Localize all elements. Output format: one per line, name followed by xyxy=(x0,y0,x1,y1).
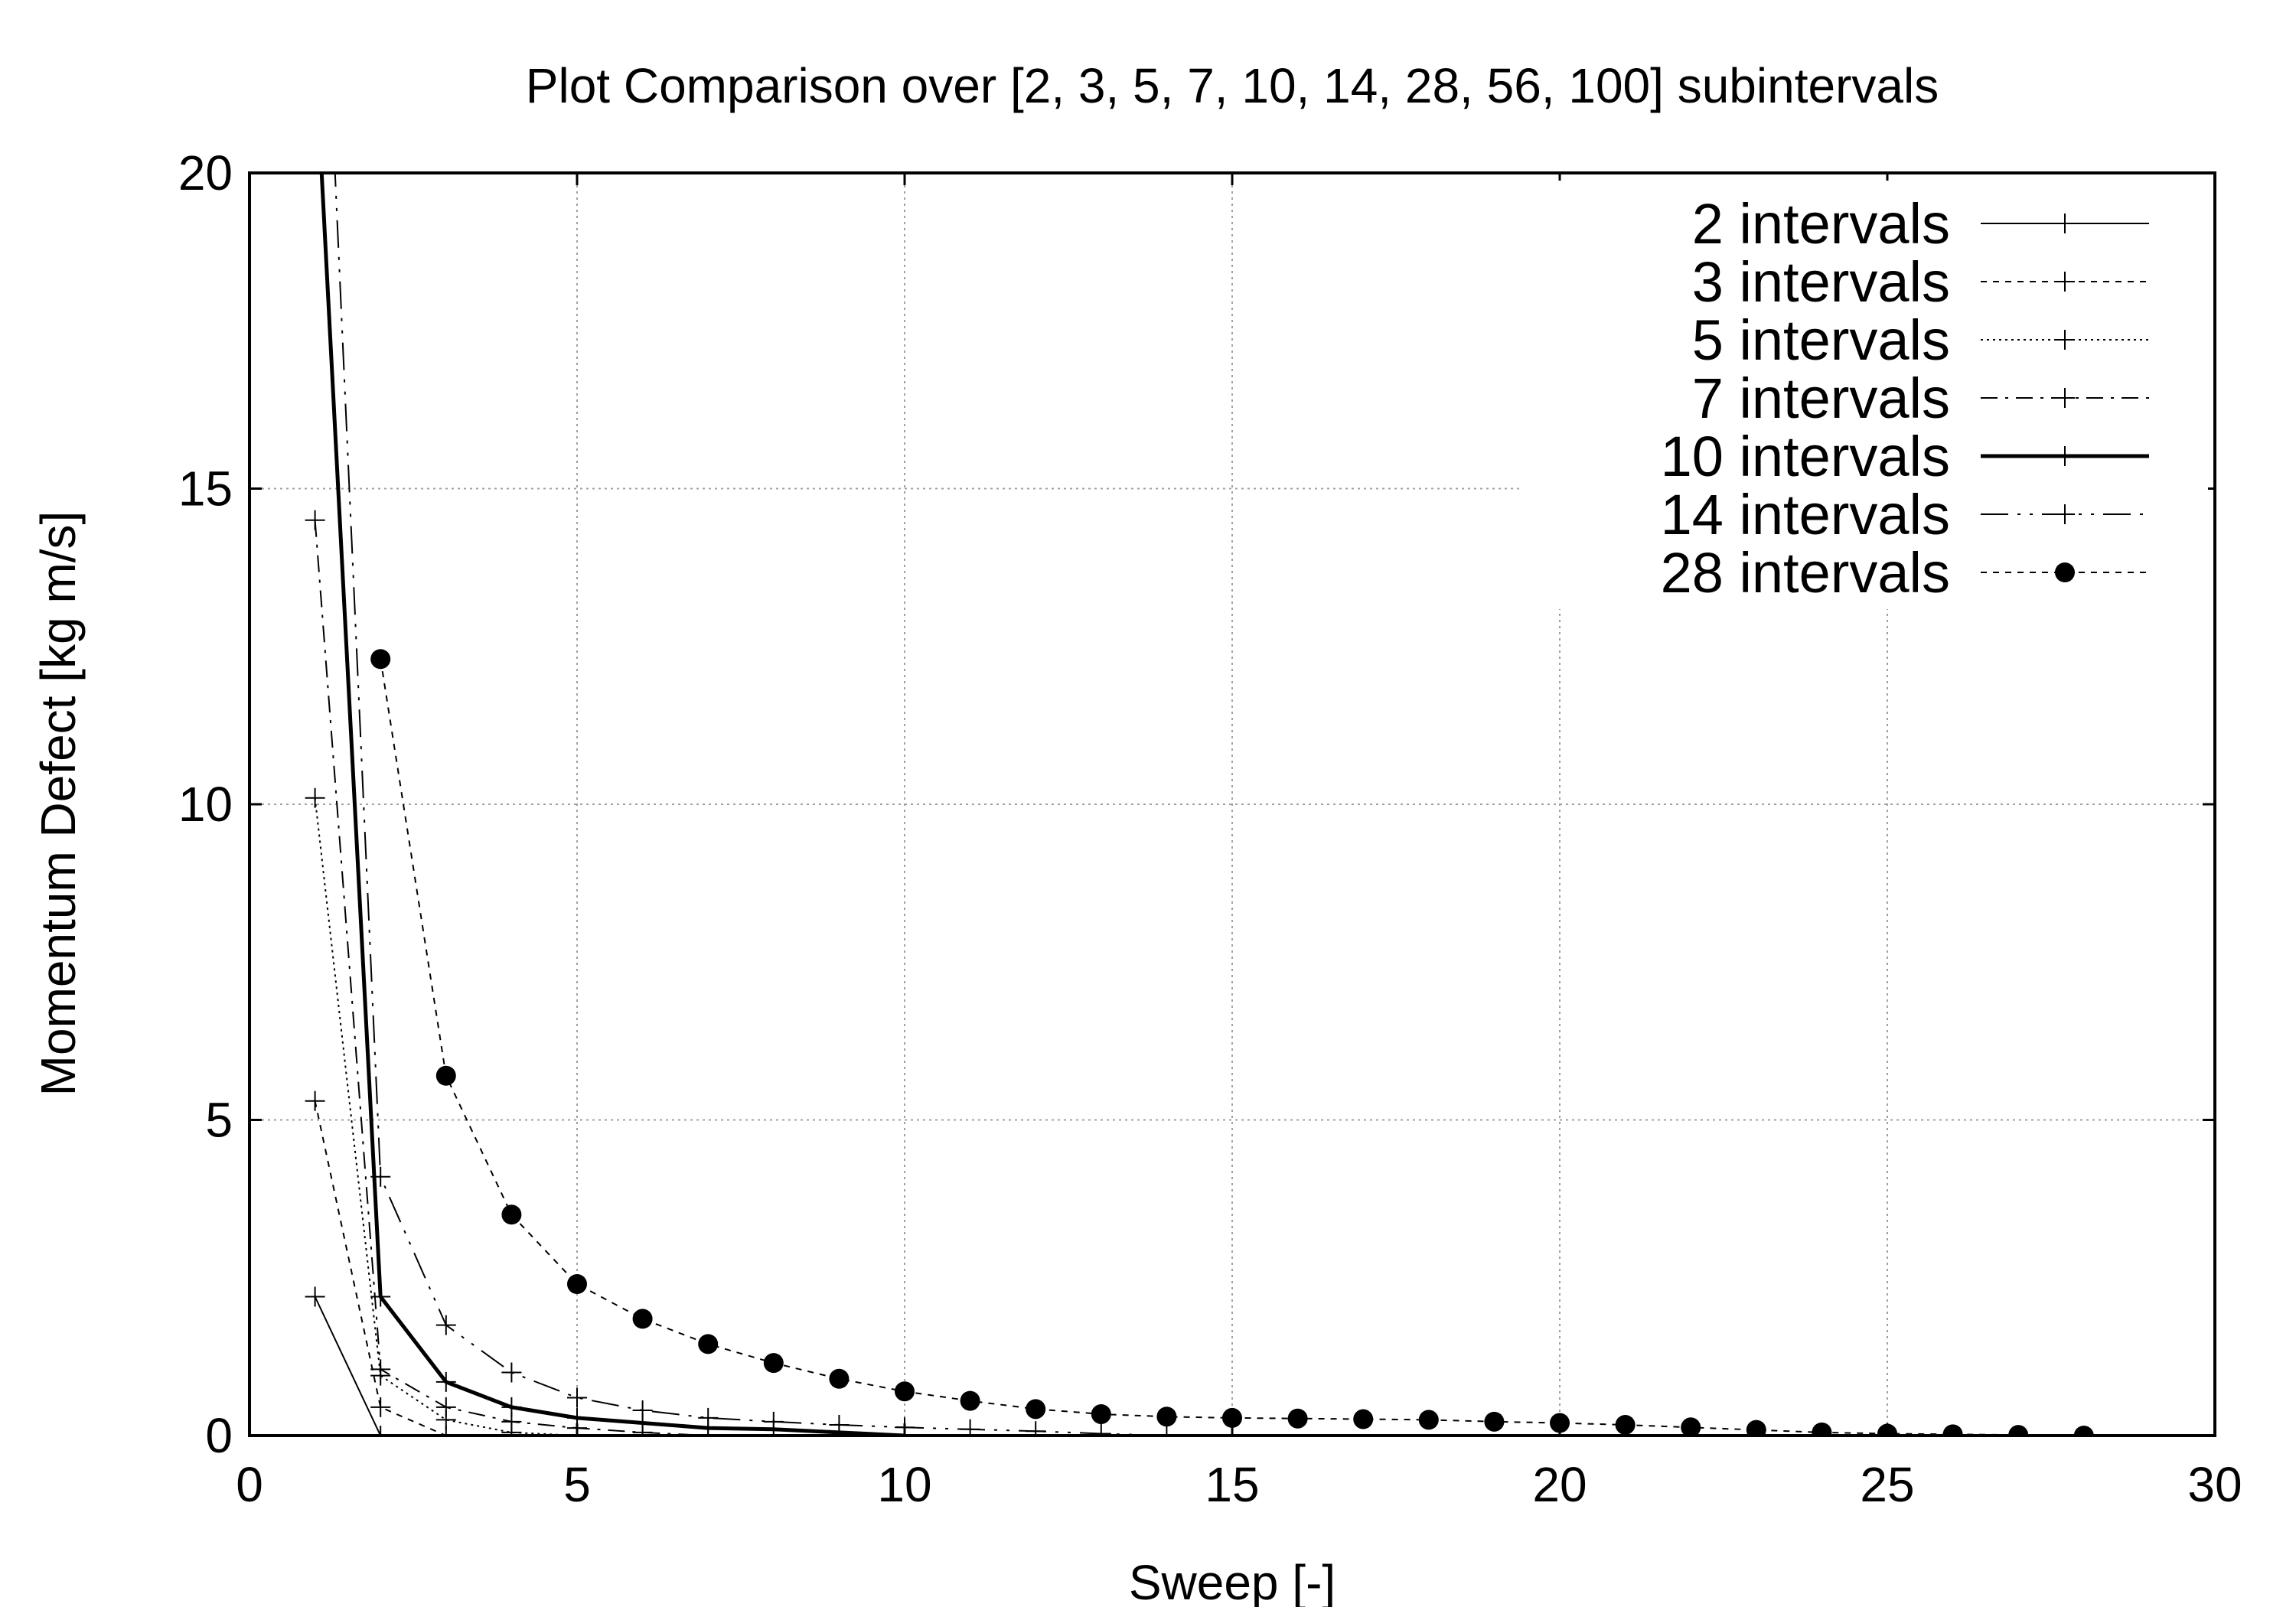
legend-label: 2 intervals xyxy=(1692,192,1950,256)
series-line xyxy=(314,797,578,1436)
data-point xyxy=(1156,1407,1177,1427)
legend-marker xyxy=(2055,330,2075,350)
legend-label: 3 intervals xyxy=(1692,250,1950,314)
legend-box xyxy=(1523,181,2208,609)
data-point xyxy=(435,1065,456,1086)
series-2 xyxy=(305,1090,456,1436)
data-point xyxy=(435,1397,456,1417)
legend-label: 14 intervals xyxy=(1661,483,1950,546)
data-point xyxy=(1287,1408,1308,1429)
x-tick-label: 30 xyxy=(2187,1457,2242,1512)
y-tick-label: 5 xyxy=(205,1093,233,1148)
y-tick-label: 15 xyxy=(178,461,233,517)
data-point xyxy=(305,787,325,808)
data-point xyxy=(370,1426,391,1436)
data-point xyxy=(1091,1403,1111,1424)
legend-marker xyxy=(2055,272,2075,292)
data-point xyxy=(1026,1421,1046,1436)
data-point xyxy=(698,1407,719,1428)
legend-label: 7 intervals xyxy=(1692,367,1950,430)
y-tick-label: 20 xyxy=(178,145,233,200)
data-point xyxy=(960,1419,980,1436)
series-5 xyxy=(319,173,915,1436)
legend-marker xyxy=(2055,214,2075,233)
x-tick-label: 10 xyxy=(877,1457,931,1512)
legend-label: 10 intervals xyxy=(1661,425,1950,488)
data-point xyxy=(632,1400,653,1420)
data-point xyxy=(1812,1422,1832,1436)
x-tick-label: 0 xyxy=(236,1457,263,1512)
data-point xyxy=(1353,1409,1374,1429)
data-point xyxy=(370,649,391,670)
x-axis-label: Sweep [-] xyxy=(1129,1555,1336,1607)
y-tick-label: 0 xyxy=(205,1408,233,1463)
data-point xyxy=(2008,1425,2029,1436)
data-point xyxy=(1615,1414,1636,1435)
data-point xyxy=(698,1334,719,1354)
series-1 xyxy=(305,1286,391,1436)
legend-marker xyxy=(2055,562,2075,582)
data-point xyxy=(1746,1420,1766,1436)
data-point xyxy=(305,1286,325,1307)
data-point xyxy=(435,1315,456,1335)
legend-entry: 28 intervals xyxy=(1661,541,2149,605)
data-point xyxy=(1156,1426,1177,1436)
legend-marker xyxy=(2055,504,2075,524)
data-point xyxy=(1550,1413,1570,1433)
data-point xyxy=(501,1397,522,1417)
data-point xyxy=(829,1368,850,1389)
series-7 xyxy=(370,649,2094,1436)
ticks: 0 5 10 15 20 25 30 0 5 10 15 20 xyxy=(178,145,2242,1512)
legend-label: 5 intervals xyxy=(1692,308,1950,372)
data-point xyxy=(370,1359,391,1380)
legend-entry: 2 intervals xyxy=(1692,192,2149,256)
data-point xyxy=(501,1204,522,1225)
data-point xyxy=(2073,1426,2094,1436)
data-point xyxy=(1091,1423,1111,1436)
legend-entry: 3 intervals xyxy=(1692,250,2149,314)
data-point xyxy=(895,1381,915,1402)
data-point xyxy=(435,1371,456,1392)
x-tick-label: 15 xyxy=(1205,1457,1259,1512)
data-point xyxy=(763,1411,784,1432)
legend-marker xyxy=(2055,446,2075,466)
data-point xyxy=(1681,1417,1701,1436)
data-point xyxy=(763,1353,784,1374)
legend-entry: 7 intervals xyxy=(1692,367,2149,430)
data-point xyxy=(567,1387,587,1408)
x-tick-label: 5 xyxy=(563,1457,591,1512)
series-line xyxy=(319,173,905,1436)
series-line xyxy=(380,659,2084,1436)
data-point xyxy=(370,1286,391,1307)
data-point xyxy=(370,1166,391,1187)
data-point xyxy=(305,510,325,530)
series-line xyxy=(334,173,1167,1436)
legend-entry: 5 intervals xyxy=(1692,308,2149,372)
data-point xyxy=(567,1274,587,1294)
data-point xyxy=(1484,1411,1505,1432)
y-tick-label: 10 xyxy=(178,777,233,832)
legend-label: 28 intervals xyxy=(1661,541,1950,605)
data-point xyxy=(1222,1407,1242,1428)
data-point xyxy=(370,1397,391,1417)
data-point xyxy=(960,1390,980,1411)
data-point xyxy=(501,1362,522,1383)
series-line xyxy=(314,1296,382,1436)
chart-title: Plot Comparison over [2, 3, 5, 7, 10, 14… xyxy=(526,58,1939,113)
x-tick-label: 25 xyxy=(1860,1457,1914,1512)
x-tick-label: 20 xyxy=(1532,1457,1587,1512)
y-axis-label: Momentum Defect [kg m/s] xyxy=(31,511,86,1097)
data-point xyxy=(829,1414,850,1435)
series-line xyxy=(314,1100,447,1436)
legend-marker xyxy=(2055,388,2075,408)
data-point xyxy=(1026,1399,1046,1420)
data-point xyxy=(1418,1410,1439,1430)
data-point xyxy=(632,1309,653,1329)
data-point xyxy=(305,1090,325,1111)
data-point xyxy=(1942,1424,1963,1436)
legend-entry: 10 intervals xyxy=(1661,425,2149,488)
legend-entry: 14 intervals xyxy=(1661,483,2149,546)
